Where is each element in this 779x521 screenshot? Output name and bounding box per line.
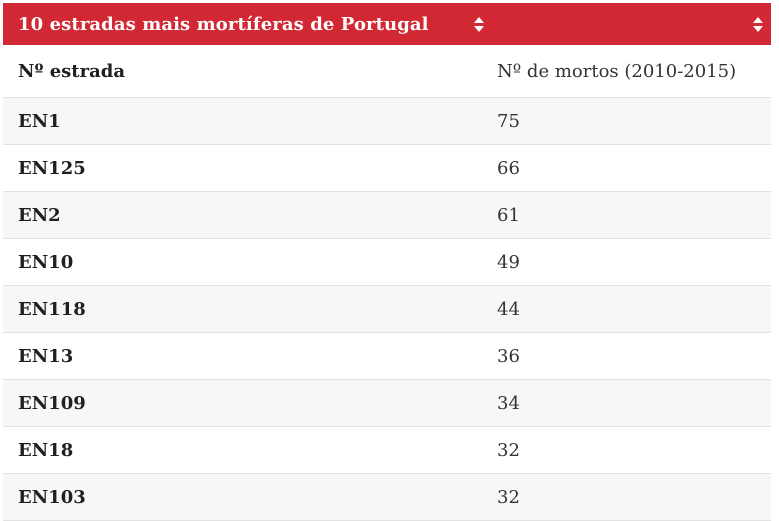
- column-header-estrada: Nº estrada: [18, 60, 126, 82]
- deaths-value: 75: [497, 110, 520, 132]
- road-name: EN2: [18, 204, 61, 226]
- deaths-value: 36: [497, 345, 520, 367]
- sort-header-estrada[interactable]: 10 estradas mais mortíferas de Portugal: [3, 3, 493, 45]
- table-row: EN13 36: [3, 333, 771, 380]
- table-row: EN18 32: [3, 427, 771, 474]
- road-name: EN1: [18, 110, 61, 132]
- deaths-value: 32: [497, 486, 520, 508]
- table-body: EN1 75 EN125 66 EN2 61 EN10 49 EN118 44 …: [3, 98, 771, 521]
- column-header-row: Nº estrada Nº de mortos (2010-2015): [3, 45, 771, 98]
- deaths-value: 61: [497, 204, 520, 226]
- table-row: EN103 32: [3, 474, 771, 521]
- road-name: EN13: [18, 345, 74, 367]
- table-row: EN118 44: [3, 286, 771, 333]
- deaths-value: 49: [497, 251, 520, 273]
- table-title-row: 10 estradas mais mortíferas de Portugal: [3, 3, 771, 45]
- deaths-value: 32: [497, 439, 520, 461]
- road-name: EN10: [18, 251, 74, 273]
- road-name: EN118: [18, 298, 86, 320]
- sort-icon: [474, 16, 484, 32]
- deadly-roads-table: 10 estradas mais mortíferas de Portugal …: [3, 3, 771, 521]
- road-name: EN103: [18, 486, 86, 508]
- table-row: EN109 34: [3, 380, 771, 427]
- road-name: EN125: [18, 157, 86, 179]
- table-title: 10 estradas mais mortíferas de Portugal: [18, 13, 429, 35]
- road-name: EN109: [18, 392, 86, 414]
- table-row: EN10 49: [3, 239, 771, 286]
- deaths-value: 66: [497, 157, 520, 179]
- deaths-value: 34: [497, 392, 520, 414]
- sort-header-mortos[interactable]: [493, 3, 771, 45]
- road-name: EN18: [18, 439, 74, 461]
- sort-icon: [753, 16, 763, 32]
- table-row: EN1 75: [3, 98, 771, 145]
- deaths-value: 44: [497, 298, 520, 320]
- table-row: EN125 66: [3, 145, 771, 192]
- table-row: EN2 61: [3, 192, 771, 239]
- column-header-mortos: Nº de mortos (2010-2015): [497, 60, 737, 82]
